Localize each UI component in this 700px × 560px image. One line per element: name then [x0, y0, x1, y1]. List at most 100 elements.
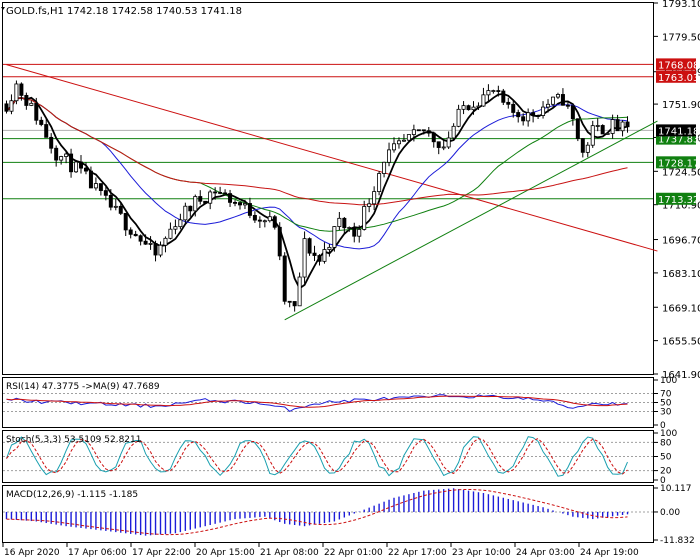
candle-body [565, 104, 570, 107]
candle-body [203, 200, 208, 204]
candle-body [128, 229, 133, 235]
candle-body [625, 121, 630, 128]
candle-body [476, 105, 481, 108]
candle-body [406, 134, 411, 141]
candle-body [223, 192, 228, 195]
price-tick-label: 1655.50 [662, 337, 700, 348]
level-price-tag [656, 156, 696, 169]
price-pane[interactable]: GOLD.fs,H1 1742.18 1742.58 1740.53 1741.… [1, 2, 658, 375]
candle-body [252, 215, 257, 221]
candle-body [74, 161, 79, 173]
candle-body [536, 115, 541, 117]
candle-body [54, 147, 59, 161]
stochastic-tick-label: 80 [660, 438, 672, 448]
stochastic-pane[interactable]: Stoch(5,3,3) 53.5109 52.8211 [2, 430, 654, 483]
rsi-tick-label: 50 [660, 399, 672, 409]
candle-body [322, 249, 327, 262]
ma-mid-line [6, 97, 628, 250]
candle-body [521, 116, 526, 122]
candle-body [228, 193, 233, 203]
candle-body [620, 121, 625, 132]
candle-body [14, 83, 19, 102]
candle-body [411, 129, 416, 135]
time-tick-label: 20 Apr 15:00 [196, 548, 255, 558]
candle-body [208, 191, 213, 204]
candle-body [118, 205, 123, 214]
candle-body [585, 144, 590, 153]
time-tick-label: 17 Apr 06:00 [68, 548, 127, 558]
candle-body [113, 205, 118, 208]
candle-body [605, 133, 610, 135]
candle-body [213, 191, 218, 194]
candle-body [237, 202, 242, 206]
time-tick-label: 16 Apr 2020 [4, 548, 60, 558]
level-price-tag [656, 192, 696, 205]
moving-averages [5, 92, 628, 290]
candle-body [173, 226, 178, 230]
candle-body [580, 138, 585, 153]
candle-body [456, 108, 461, 127]
candle-body [421, 129, 426, 132]
macd-tick-label: 0.00 [660, 508, 680, 518]
rsi-lines [3, 393, 653, 413]
candle-body [332, 226, 337, 248]
collapse-triangle-icon[interactable] [1, 7, 5, 10]
candle-body [342, 217, 347, 229]
current-price-label: 1741.18 [658, 126, 699, 137]
candle-body [59, 156, 64, 161]
candle-body [446, 137, 451, 148]
rsi-tick-label: 100 [660, 376, 677, 386]
time-tick-label: 23 Apr 10:00 [452, 548, 511, 558]
candle-body [491, 90, 496, 92]
level-price-tag [656, 58, 696, 71]
time-axis: 16 Apr 2020 17 Apr 06:00 17 Apr 22:00 20 Ap… [2, 543, 639, 558]
candle-body [103, 190, 108, 196]
candle-body [357, 229, 362, 237]
candle-body [560, 94, 565, 106]
stochastic-header: Stoch(5,3,3) 53.5109 52.8211 [6, 435, 141, 445]
candle-body [387, 149, 392, 163]
candle-body [372, 191, 377, 205]
candle-body [44, 124, 49, 138]
level-price-tag [656, 70, 696, 83]
macd-tick-label: -11.832 [660, 536, 695, 546]
level-price-label: 1737.83 [658, 135, 699, 146]
candle-body [282, 255, 287, 302]
candle-body [426, 130, 431, 134]
candle-body [93, 183, 98, 189]
candle-body [501, 90, 506, 103]
candle-body [546, 103, 551, 108]
candle-body [123, 212, 128, 231]
rsi-pane[interactable]: RSI(14) 47.3775 ->MA(9) 47.7689 [2, 377, 654, 428]
candle-body [496, 90, 501, 92]
time-tick-label: 22 Apr 01:00 [324, 548, 383, 558]
candle-body [24, 95, 29, 106]
candle-body [198, 196, 203, 202]
candle-body [257, 219, 262, 222]
candle-body [382, 161, 387, 174]
candle-body [575, 118, 580, 139]
current-price-tag [656, 124, 696, 137]
level-price-label: 1713.32 [658, 195, 699, 206]
candle-body [486, 90, 491, 96]
candle-body [615, 119, 620, 132]
price-tick-label: 1724.50 [662, 167, 700, 178]
time-tick-label: 24 Apr 03:00 [516, 548, 575, 558]
macd-histogram [3, 488, 653, 536]
ma-long-line [6, 97, 628, 206]
candle-body [392, 143, 397, 151]
candle-body [550, 96, 555, 105]
candle-body [327, 246, 332, 250]
candle-body [29, 102, 34, 106]
candle-body [287, 300, 292, 303]
rsi-tick-label: 70 [660, 390, 672, 400]
candle-body [79, 161, 84, 169]
macd-pane[interactable]: MACD(12,26,9) -1.115 -1.185 [2, 485, 654, 543]
candle-body [481, 94, 486, 107]
candle-body [88, 170, 93, 189]
macd-tick-label: 10.117 [660, 484, 692, 494]
candle-body [555, 94, 560, 98]
candle-body [441, 146, 446, 149]
candle-body [337, 217, 342, 227]
